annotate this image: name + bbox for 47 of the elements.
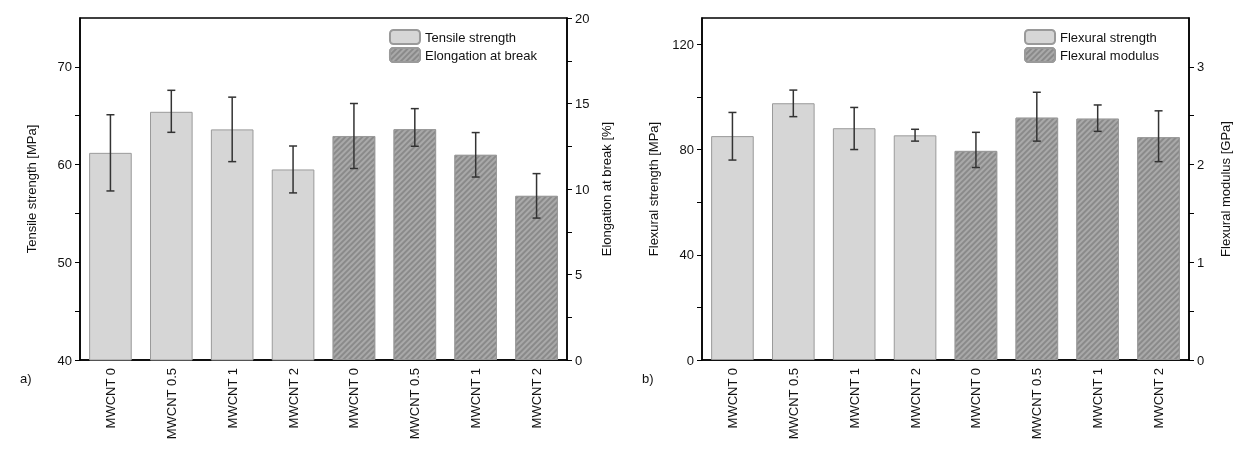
x-tick-label: MWCNT 2 [907,368,923,429]
y-tick-label: 120 [672,36,694,52]
y2-tick-label: 5 [575,267,583,282]
x-tick-label: MWCNT 1 [1090,368,1106,429]
x-tick-label: MWCNT 1 [468,368,484,429]
x-tick-label: MWCNT 0 [724,368,740,429]
text: a) [20,371,32,386]
legend-label: Elongation at break [424,47,538,63]
x-tick-label: MWCNT 1 [224,368,240,429]
y2-tick-label: 3 [1197,59,1205,75]
y2-tick-label: 15 [575,96,590,111]
x-tick-label: MWCNT 0.5 [785,368,801,440]
y2-axis-title: Elongation at break [%] [599,121,615,257]
x-tick-label: MWCNT 2 [1151,368,1167,429]
y2-tick-label: 0 [1197,352,1205,368]
x-tick-label: MWCNT 1 [846,368,862,429]
y-tick-label: 0 [686,352,694,368]
x-tick-label: MWCNT 2 [285,368,301,429]
y2-tick-label: 20 [575,10,590,26]
y-tick-label: 40 [679,247,694,263]
y-tick-label: 80 [679,142,694,158]
text: b) [642,371,654,386]
bar [832,128,876,360]
y-tick-label: 60 [57,157,72,173]
y-tick-label: 50 [57,254,72,270]
bar [772,103,815,360]
legend-label: Flexural modulus [1060,47,1160,63]
legend-label: Tensile strength [424,29,517,45]
y-tick-label: 70 [57,59,72,75]
bar [711,136,754,360]
x-tick-label: MWCNT 2 [529,368,545,429]
x-tick-label: MWCNT 0 [102,368,118,429]
y2-tick-label: 2 [1197,157,1205,173]
legend-label: Flexural strength [1060,29,1157,45]
y2-axis-title: Flexural modulus [GPa] [1218,121,1233,257]
y2-tick-label: 0 [575,352,583,368]
y-axis-title: Tensile strength [MPa] [24,124,39,254]
x-tick-label: MWCNT 0 [346,368,362,429]
x-tick-label: MWCNT 0 [968,368,984,429]
x-tick-label: MWCNT 0.5 [407,368,423,440]
x-tick-label: MWCNT 0.5 [163,368,179,440]
x-tick-label: MWCNT 0.5 [1029,368,1045,440]
y-axis-title: Flexural strength [MPa] [646,121,661,257]
y2-tick-label: 10 [575,181,590,197]
y-tick-label: 40 [57,352,72,368]
bar [893,135,937,360]
y2-tick-label: 1 [1197,254,1205,270]
